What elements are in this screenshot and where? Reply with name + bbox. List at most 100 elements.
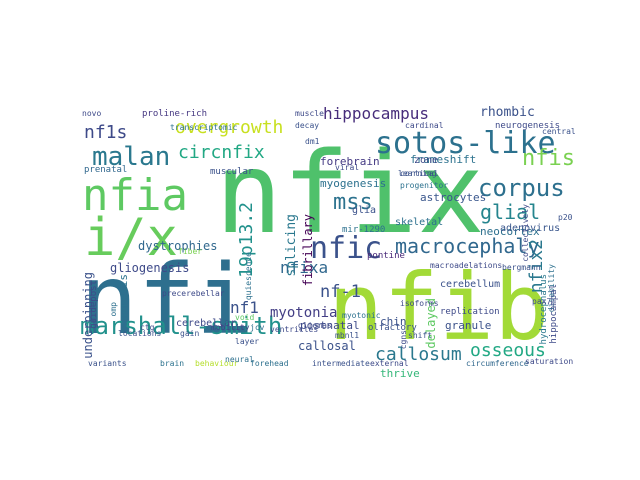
- cloud-word: gliogenesis: [110, 261, 190, 275]
- cloud-word: rhombic: [480, 105, 535, 120]
- cloud-word: precerebellar: [162, 289, 225, 298]
- cloud-word: callosal: [298, 339, 356, 353]
- cloud-word: saturation: [525, 357, 574, 366]
- cloud-word: hippocampus: [323, 104, 429, 123]
- cloud-word: nf-1: [320, 282, 361, 302]
- cloud-word: p20: [558, 213, 573, 222]
- cloud-word: nf1: [230, 298, 259, 317]
- cloud-word: astrocytes: [420, 191, 487, 204]
- cloud-word: viral: [335, 163, 360, 172]
- cloud-word: locations: [118, 329, 162, 338]
- cloud-word: mobility: [211, 323, 250, 332]
- cloud-word: central: [542, 127, 576, 136]
- cloud-word: nfis: [522, 146, 575, 171]
- cloud-word: cerebellar: [176, 318, 237, 329]
- cloud-word: nfix: [215, 129, 485, 259]
- cloud-word: adenovirus: [500, 223, 561, 234]
- cloud-word: guidepost: [89, 280, 99, 329]
- cloud-word: cardinal: [405, 121, 444, 130]
- cloud-word: overgrowth: [175, 117, 284, 138]
- cloud-word: ventricles: [270, 325, 319, 334]
- cloud-word: macroadelations: [430, 261, 503, 270]
- cloud-word: replication: [440, 307, 500, 317]
- cloud-word: pontine: [367, 251, 405, 261]
- cloud-word: shift: [408, 331, 433, 340]
- cloud-word: neural: [225, 355, 254, 364]
- cloud-word: cgns: [399, 330, 408, 350]
- cloud-word: i/x: [84, 208, 178, 268]
- cloud-word: proline-rich: [142, 109, 208, 119]
- word-cloud: nfix nfi nfib nfia i/x malan sotos-like marshal…: [80, 94, 576, 380]
- cloud-word: dm1: [305, 137, 320, 146]
- cloud-word: isoforms: [400, 299, 439, 308]
- cloud-word: nfi: [80, 244, 254, 356]
- cloud-word: pax7: [532, 297, 552, 306]
- cloud-word: nfib: [328, 254, 550, 361]
- cloud-word: osseous: [470, 340, 546, 361]
- cloud-word: postnatal: [300, 319, 360, 332]
- cloud-word: muscle: [295, 109, 324, 118]
- cloud-word: cortical: [400, 169, 439, 178]
- cloud-word: collectively: [521, 204, 530, 262]
- cloud-word: mss: [333, 190, 373, 215]
- cloud-word: mbnl1: [335, 331, 360, 340]
- cloud-word: myotonia: [270, 305, 338, 321]
- cloud-word: muscular: [210, 167, 254, 177]
- cloud-word: neocortex: [480, 225, 540, 238]
- cloud-word: external: [370, 359, 409, 368]
- cloud-word: gliomas: [298, 321, 332, 330]
- cloud-word: myogenesis: [320, 177, 387, 190]
- cloud-word: neurogenesis: [495, 121, 561, 131]
- cloud-word: progenitor: [400, 181, 449, 190]
- cloud-word: gain: [180, 329, 200, 338]
- cloud-word: skeletal: [395, 217, 444, 228]
- cloud-word: novo: [82, 109, 102, 118]
- cloud-word: malan: [92, 142, 171, 172]
- cloud-word: intermediate: [312, 359, 370, 368]
- cloud-word: variants: [88, 359, 127, 368]
- cloud-word: fibrillary: [301, 214, 315, 287]
- cloud-word: olfactory: [368, 323, 417, 333]
- cloud-word: nfia: [82, 170, 188, 221]
- cloud-word: chin: [380, 315, 407, 328]
- cloud-word: glia: [352, 205, 377, 216]
- cloud-word: frameshift: [410, 153, 477, 166]
- cloud-word: nfixa: [280, 258, 329, 277]
- cloud-word: ctg: [140, 323, 155, 332]
- cloud-word: macrocephaly: [395, 234, 540, 258]
- cloud-word: sotos-like: [375, 126, 556, 161]
- cloud-word: glial: [480, 200, 541, 224]
- cloud-word: decay: [295, 121, 320, 130]
- cloud-word: transcriptomic: [170, 123, 238, 132]
- cloud-word: callosum: [375, 344, 462, 365]
- cloud-word: omp: [109, 302, 118, 317]
- cloud-word: agenesis: [117, 274, 130, 327]
- cloud-word: mir-1290: [342, 225, 386, 235]
- cloud-word: forebrain: [320, 155, 380, 168]
- cloud-word: thrive: [380, 367, 420, 380]
- cloud-word: quiescence: [244, 252, 253, 301]
- cloud-word: marshall-smith: [80, 312, 283, 340]
- cloud-word: prenatal: [84, 165, 128, 175]
- cloud-word: circnfix: [178, 142, 265, 163]
- cloud-word: brain: [160, 359, 185, 368]
- cloud-word: bergmann: [502, 263, 541, 272]
- cloud-word: corpus: [478, 174, 565, 202]
- cloud-word: layer: [235, 337, 260, 346]
- cloud-word: hippocampal: [549, 284, 559, 344]
- cloud-word: nf1s: [84, 122, 128, 143]
- cloud-word: myotonic: [342, 311, 381, 320]
- cloud-word: splicing: [284, 214, 299, 277]
- cloud-word: granule: [445, 319, 492, 332]
- cloud-word: behaviour: [195, 359, 239, 368]
- cloud-word: fiber: [178, 247, 203, 256]
- cloud-word: nfic: [310, 231, 383, 266]
- cloud-word: circumference: [466, 359, 529, 368]
- cloud-word: cerebellum: [440, 279, 501, 290]
- cloud-word: learning: [398, 169, 437, 178]
- cloud-word: forehead: [250, 359, 289, 368]
- cloud-word: void: [235, 313, 255, 322]
- cloud-word: zone: [414, 155, 439, 166]
- cloud-word: jcv: [250, 323, 265, 332]
- cloud-word: dystrophies: [138, 239, 218, 253]
